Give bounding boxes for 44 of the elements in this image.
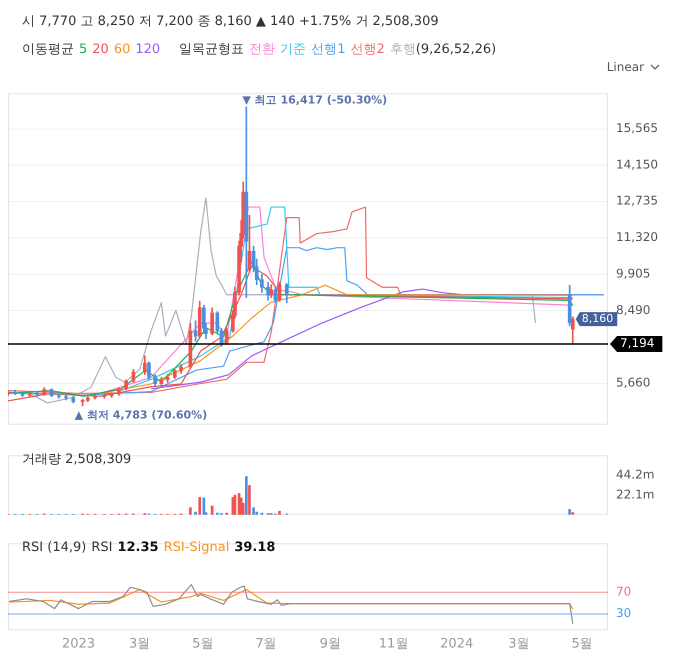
text: 60 (114, 42, 130, 57)
x-tick-label: 3월 (128, 636, 150, 652)
text: 전환 (249, 42, 276, 57)
text: RSI (91, 540, 112, 555)
chart-title: 시 7,770 고 8,250 저 7,200 종 8,160 ▲ 140 +1.75% 거 2,508,309 (22, 13, 439, 30)
text: 기준 (280, 42, 306, 57)
x-tick-label: 11월 (378, 636, 408, 652)
x-tick-label: 5월 (571, 636, 593, 652)
annotation: 39.18 (234, 540, 276, 555)
y-tick-label: 5,660 (616, 376, 650, 390)
ref-line-label: 7,194 (620, 336, 654, 350)
y-tick-label: 14,150 (616, 157, 658, 172)
legend-title: 이동평균 (22, 42, 74, 57)
text: 일목균형표 (179, 42, 244, 57)
x-tick-label: 2024 (440, 636, 474, 652)
x-tick-label: 5월 (192, 636, 214, 652)
x-tick-label: 2023 (62, 636, 96, 652)
annotation: 8,160 (582, 312, 614, 326)
annotation: ▼ 최고 16,417 (-50.30%) (242, 93, 388, 106)
text: 120 (135, 42, 160, 57)
x-tick-label: 9월 (320, 636, 341, 652)
y-tick-label: 8,490 (616, 302, 650, 317)
annotation: ▲ 최저 4,783 (70.60%) (74, 408, 208, 422)
y-tick-label: 70 (616, 584, 632, 598)
y-tick-label: 12,735 (616, 194, 658, 208)
y-tick-label: 11,320 (616, 230, 658, 244)
text: 후행 (390, 42, 416, 57)
text: RSI-Signal (164, 540, 230, 555)
text: Linear (606, 60, 644, 74)
x-tick-label: 3월 (508, 636, 530, 652)
text: 선행1 (311, 42, 346, 57)
annotation: 12.35 (117, 540, 159, 555)
text: (9,26,52,26) (416, 42, 496, 57)
y-tick-label: 9,905 (616, 266, 650, 280)
y-tick-label: 30 (616, 606, 632, 620)
text: 선행2 (350, 42, 385, 57)
chart-title: RSI (14,9) (22, 540, 86, 555)
text: 20 (92, 42, 109, 57)
y-tick-label: 44.2m (616, 468, 654, 482)
y-tick-label: 22.1m (616, 487, 654, 502)
text: 5 (79, 42, 88, 57)
chart-title: 거래량 2,508,309 (22, 451, 132, 468)
x-tick-label: 7월 (255, 636, 277, 652)
y-tick-label: 15,565 (616, 120, 658, 135)
